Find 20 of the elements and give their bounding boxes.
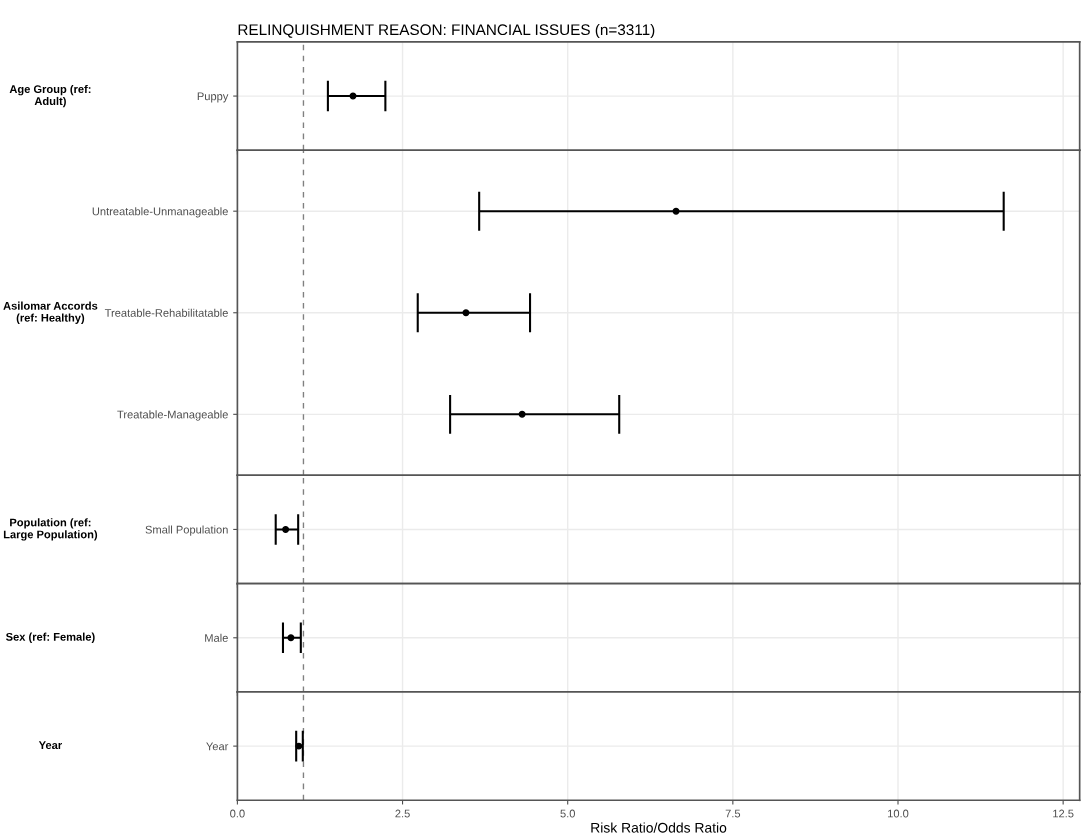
y-tick-label: Year	[206, 742, 229, 751]
y-axis-title: Asilomar Accords (ref: Healthy)	[3, 301, 98, 324]
y-axis-title: Population (ref: Large Population)	[3, 518, 98, 541]
x-tick-label: 7.5	[725, 809, 741, 818]
x-tick-label: 10.0	[888, 809, 909, 818]
y-tick-label: Small Population	[145, 525, 228, 536]
x-tick-label: 5.0	[560, 809, 575, 818]
y-tick-label: Treatable-Rehabilitatable	[104, 308, 228, 317]
y-axis-title: Year	[38, 741, 62, 750]
y-axis-title: Age Group (ref: Adult)	[9, 84, 91, 108]
x-tick-label: 2.5	[395, 809, 410, 818]
y-tick-label: Male	[205, 633, 228, 642]
x-tick-label: 0.0	[230, 809, 245, 818]
y-axis-title: Sex (ref: Female)	[5, 632, 95, 643]
x-tick-label: 12.5	[1053, 809, 1074, 818]
y-tick-label: Untreatable-Unmanageable	[92, 207, 228, 218]
x-axis-title: Risk Ratio/Odds Ratio	[591, 822, 727, 833]
y-tick-label: Treatable-Manageable	[117, 410, 228, 421]
chart-title: RELINQUISHMENT REASON: FINANCIAL ISSUES (n=3311)	[238, 23, 655, 39]
y-tick-label: Puppy	[197, 92, 229, 103]
